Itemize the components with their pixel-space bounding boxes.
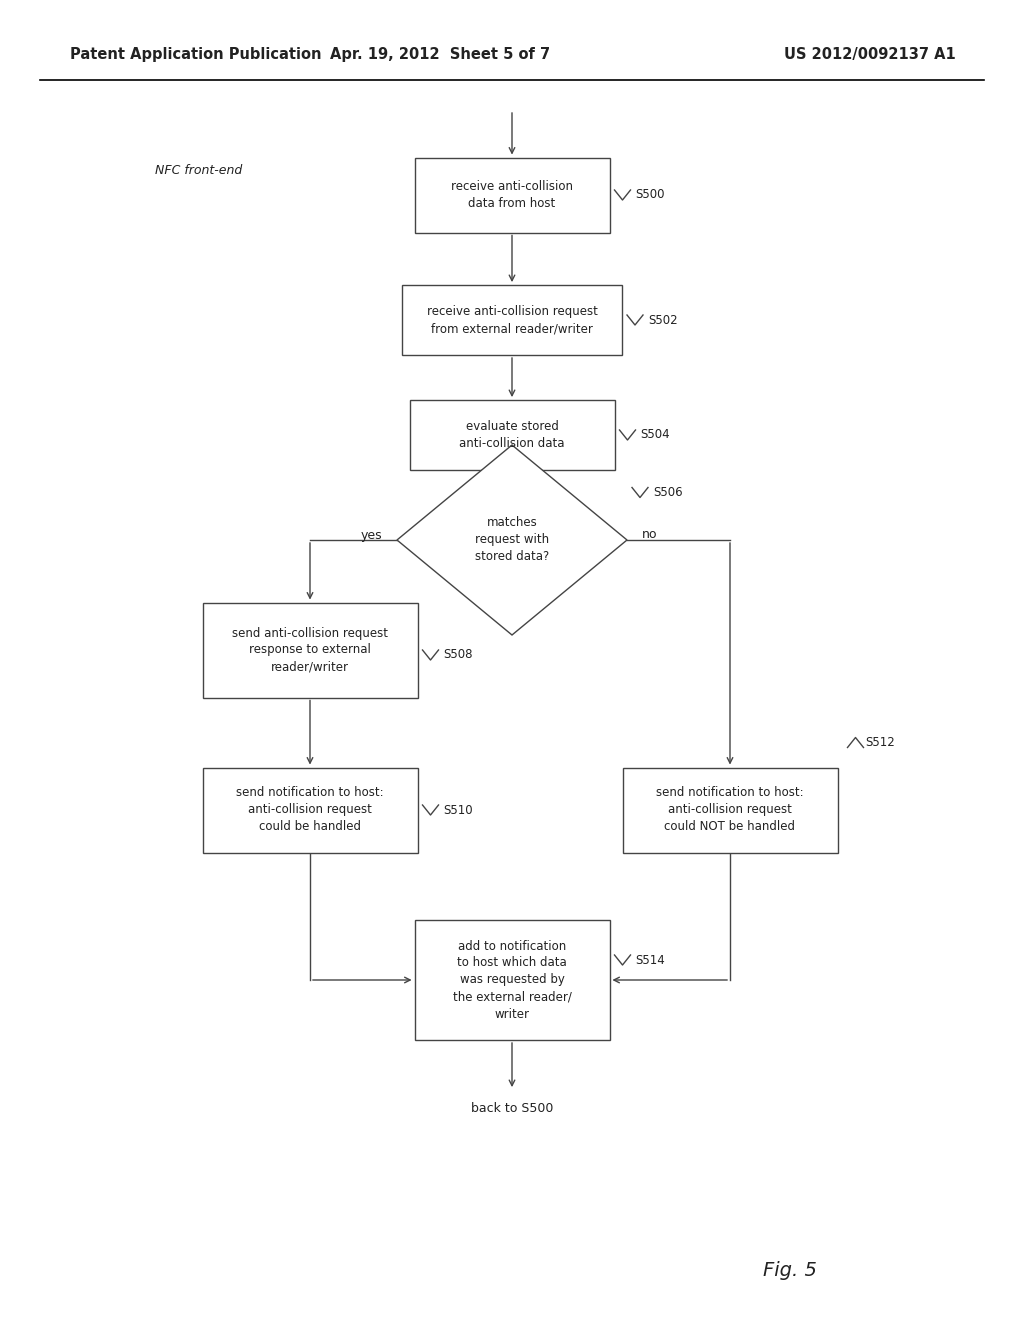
FancyBboxPatch shape [410, 400, 614, 470]
FancyBboxPatch shape [415, 920, 609, 1040]
Text: S508: S508 [443, 648, 473, 661]
Text: NFC front-end: NFC front-end [155, 164, 243, 177]
Text: no: no [642, 528, 657, 541]
Text: evaluate stored
anti-collision data: evaluate stored anti-collision data [459, 420, 565, 450]
Text: yes: yes [360, 528, 382, 541]
Text: S506: S506 [653, 486, 683, 499]
FancyBboxPatch shape [402, 285, 622, 355]
FancyBboxPatch shape [623, 767, 838, 853]
Text: Fig. 5: Fig. 5 [763, 1261, 817, 1279]
Text: receive anti-collision
data from host: receive anti-collision data from host [451, 180, 573, 210]
Text: send notification to host:
anti-collision request
could NOT be handled: send notification to host: anti-collisio… [656, 787, 804, 833]
Text: receive anti-collision request
from external reader/writer: receive anti-collision request from exte… [427, 305, 597, 335]
Text: Patent Application Publication: Patent Application Publication [70, 48, 322, 62]
Text: S510: S510 [443, 804, 473, 817]
Text: S512: S512 [865, 737, 895, 748]
Text: back to S500: back to S500 [471, 1101, 553, 1114]
FancyBboxPatch shape [203, 602, 418, 697]
Text: S514: S514 [636, 953, 666, 966]
Text: matches
request with
stored data?: matches request with stored data? [475, 516, 549, 564]
FancyBboxPatch shape [415, 157, 609, 232]
Text: S504: S504 [640, 429, 670, 441]
Text: send notification to host:
anti-collision request
could be handled: send notification to host: anti-collisio… [237, 787, 384, 833]
Text: send anti-collision request
response to external
reader/writer: send anti-collision request response to … [232, 627, 388, 673]
Text: S502: S502 [648, 314, 678, 326]
Text: Apr. 19, 2012  Sheet 5 of 7: Apr. 19, 2012 Sheet 5 of 7 [330, 48, 550, 62]
Text: add to notification
to host which data
was requested by
the external reader/
wri: add to notification to host which data w… [453, 940, 571, 1020]
Polygon shape [397, 445, 627, 635]
Text: S500: S500 [636, 189, 665, 202]
FancyBboxPatch shape [203, 767, 418, 853]
Text: US 2012/0092137 A1: US 2012/0092137 A1 [784, 48, 955, 62]
